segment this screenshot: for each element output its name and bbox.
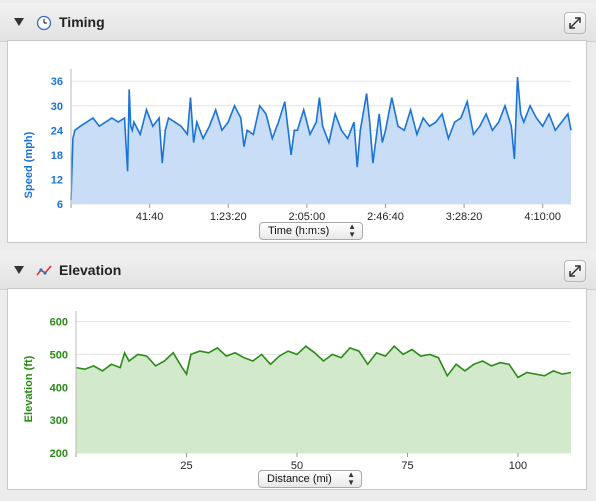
x-tick-label: 3:28:20 [446, 211, 483, 223]
elevation-area [76, 346, 571, 453]
elevation-chart-box: 200 300 400 500 600 25 50 75 100 Elevation (ft)… [7, 288, 587, 490]
x-tick-label: 2:05:00 [288, 211, 325, 223]
elevation-line [75, 345, 572, 379]
collapse-elevation-triangle-icon[interactable] [14, 266, 24, 274]
y-tick-label: 300 [50, 415, 68, 427]
speed-y-ticks: 6 12 18 24 30 36 [51, 76, 64, 211]
y-tick-label: 30 [51, 101, 63, 113]
elevation-y-axis-label: Elevation (ft) [23, 355, 35, 422]
speed-chart: 6 12 18 24 30 36 41:40 1:23:20 2:05:00 2:46:40 3:… [23, 69, 572, 223]
time-axis-select[interactable]: Time (h:m:s) ▲ ▼ [259, 222, 363, 240]
expand-icon [569, 17, 581, 29]
timing-title: Timing [59, 14, 105, 30]
expand-icon [569, 265, 581, 277]
speed-area [71, 77, 571, 204]
speed-line [70, 77, 572, 200]
distance-axis-select-label: Distance (mi) [267, 473, 332, 485]
elevation-panel-header: Elevation [0, 251, 596, 290]
y-tick-label: 6 [57, 199, 63, 211]
time-axis-select-label: Time (h:m:s) [268, 225, 330, 237]
x-tick-label: 1:23:20 [210, 211, 247, 223]
select-arrows-icon: ▲ ▼ [348, 222, 356, 239]
x-tick-label: 50 [291, 460, 303, 472]
y-tick-label: 400 [50, 382, 68, 394]
x-tick-label: 75 [401, 460, 413, 472]
collapse-timing-triangle-icon[interactable] [14, 18, 24, 26]
clock-icon [36, 15, 52, 31]
x-tick-label: 25 [180, 460, 192, 472]
expand-elevation-button[interactable] [564, 260, 586, 282]
speed-x-ticks: 41:40 1:23:20 2:05:00 2:46:40 3:28:20 4:10:00 [70, 204, 561, 223]
select-arrows-icon: ▲ ▼ [347, 470, 355, 487]
y-tick-label: 600 [50, 317, 68, 329]
y-tick-label: 36 [51, 76, 63, 88]
y-tick-label: 24 [51, 125, 64, 137]
elevation-chart: 200 300 400 500 600 25 50 75 100 Elevation (ft) [23, 311, 572, 472]
x-tick-label: 2:46:40 [367, 211, 404, 223]
y-tick-label: 18 [51, 150, 63, 162]
elevation-y-ticks: 200 300 400 500 600 [50, 317, 68, 460]
distance-axis-select[interactable]: Distance (mi) ▲ ▼ [258, 470, 362, 488]
y-tick-label: 200 [50, 448, 68, 460]
timing-chart-box: 6 12 18 24 30 36 41:40 1:23:20 2:05:00 2:46:40 3:… [7, 40, 587, 243]
speed-y-axis-label: Speed (mph) [23, 131, 35, 198]
line-chart-icon [36, 265, 52, 276]
timing-panel-header: Timing [0, 3, 596, 42]
y-tick-label: 500 [50, 349, 68, 361]
expand-timing-button[interactable] [564, 12, 586, 34]
y-tick-label: 12 [51, 174, 63, 186]
elevation-x-ticks: 25 50 75 100 [75, 453, 527, 472]
x-tick-label: 100 [509, 460, 527, 472]
x-tick-label: 4:10:00 [524, 211, 561, 223]
elevation-title: Elevation [59, 262, 122, 278]
x-tick-label: 41:40 [136, 211, 164, 223]
